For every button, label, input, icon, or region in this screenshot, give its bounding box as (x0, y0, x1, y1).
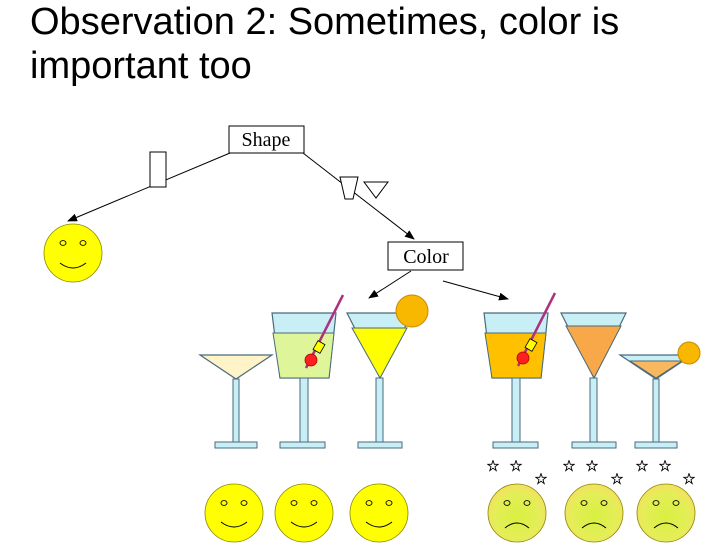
tree-color-node: Color (387, 241, 464, 271)
star-icon (586, 460, 598, 472)
edge-color-to-right (442, 280, 509, 301)
star-icon (535, 473, 547, 485)
star-icon (563, 460, 575, 472)
title-line-1: Observation 2: Sometimes, color is (30, 1, 620, 43)
tree-root-node: Shape (228, 125, 305, 154)
star-icon (487, 460, 499, 472)
orange-slice-icon (677, 341, 701, 365)
star-icon (611, 473, 623, 485)
cherry-icon (304, 353, 318, 367)
martini-glass-icon (618, 341, 701, 449)
martini-glass-icon (198, 354, 274, 449)
star-icon (510, 460, 522, 472)
martini-glass-icon (560, 312, 627, 449)
tall-glass-icon (271, 294, 345, 449)
color-node-label: Color (403, 246, 449, 268)
star-icon (683, 473, 695, 485)
sick-face-icon (564, 483, 624, 543)
edge-shape-to-color (302, 152, 415, 240)
stars-group (487, 460, 695, 485)
happy-face-icon (204, 483, 264, 543)
edge-color-to-left (368, 270, 412, 299)
tall-glass-icon (483, 292, 557, 449)
happy-face-icon (349, 483, 409, 543)
sick-face-icon (636, 483, 696, 543)
trapezoid-glass-icon (339, 176, 359, 200)
slide-title: Observation 2: Sometimes, color is impor… (30, 0, 720, 88)
rectangle-glass-icon (149, 151, 167, 188)
star-icon (659, 460, 671, 472)
cherry-icon (516, 351, 530, 365)
root-node-label: Shape (242, 129, 291, 151)
orange-slice-icon (395, 294, 429, 328)
martini-glass-icon (346, 294, 429, 449)
edge-shape-to-leaf (67, 152, 231, 222)
happy-face-icon (43, 223, 103, 283)
sick-face-icon (487, 483, 547, 543)
title-line-2: important too (30, 45, 252, 87)
happy-face-icon (274, 483, 334, 543)
triangle-glass-icon (363, 181, 389, 199)
star-icon (636, 460, 648, 472)
